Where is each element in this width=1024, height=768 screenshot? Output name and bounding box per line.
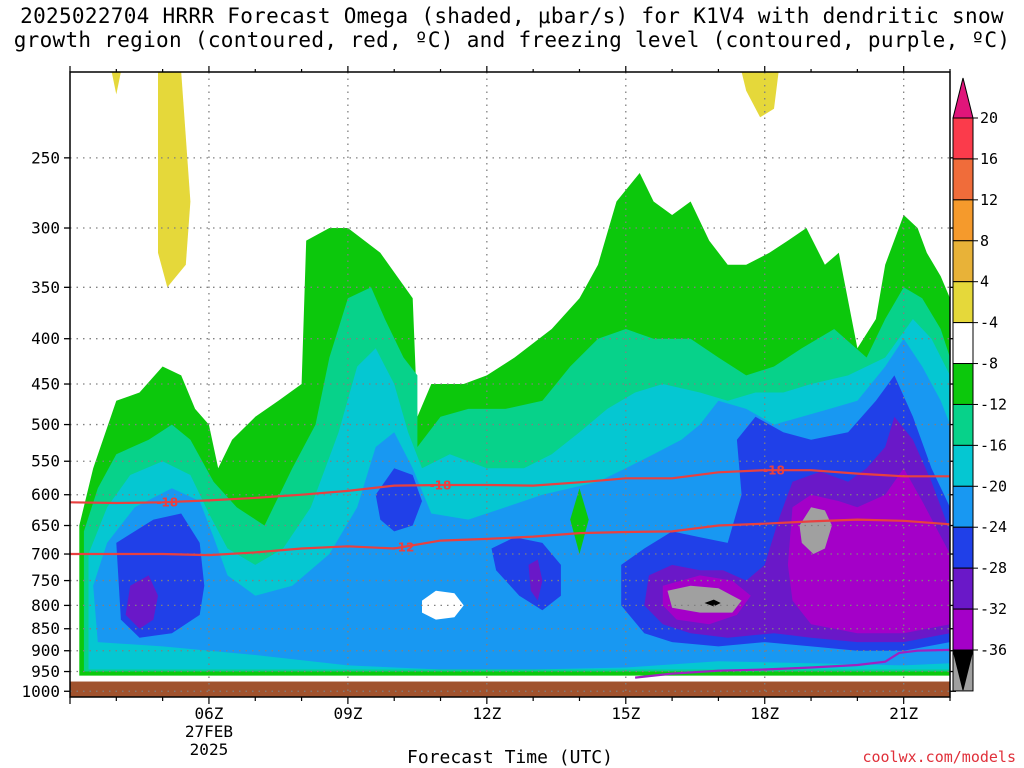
y-tick-label: 650 [31,516,60,535]
y-tick-label: 300 [31,219,60,238]
colorbar-under-arrow [952,649,974,691]
y-tick-label: 950 [31,662,60,681]
colorbar-label: -4 [980,314,998,332]
omega-region [741,72,779,118]
omega-region [799,507,832,554]
omega-region [667,585,742,613]
chart-title: 2025022704 HRRR Forecast Omega (shaded, … [0,4,1024,52]
freezing-level-line [634,648,950,679]
y-tick-label: 700 [31,545,60,564]
x-date-label: 2025 [190,740,229,759]
y-tick-label: 750 [31,571,60,590]
y-tick-label: 1000 [21,682,60,701]
colorbar-label: 16 [980,150,998,168]
colorbar-swatch [952,567,974,610]
credit-text: coolwx.com/models [862,748,1016,766]
x-tick-label: 21Z [889,704,918,723]
colorbar-label: 12 [980,191,998,209]
colorbar-label: -28 [980,559,1007,577]
colorbar-label: 20 [980,109,998,127]
colorbar-swatch [952,240,974,283]
colorbar-swatch [952,485,974,528]
colorbar: 20 16 12 8 4 -4 -8 -12 -16 -20 -24 -28 -32 -36 [952,77,1007,692]
colorbar-label: 4 [980,273,989,291]
colorbar-swatch [952,158,974,201]
title-line-1: 2025022704 HRRR Forecast Omega (shaded, … [20,4,1004,28]
temperature-contour [70,469,950,505]
contour-label: -18 [430,478,452,492]
y-tick-label: 250 [31,148,60,167]
y-tick-label: 500 [31,415,60,434]
x-tick-label: 12Z [472,704,501,723]
colorbar-swatch [952,363,974,405]
colorbar-swatch [952,322,974,365]
y-tick-label: 600 [31,485,60,504]
colorbar-swatch [952,281,974,324]
colorbar-label: -16 [980,436,1007,454]
omega-region [375,468,422,532]
x-tick-label: 06Z [194,704,223,723]
colorbar-label: -36 [980,641,1007,659]
colorbar-swatch [952,403,974,446]
colorbar-swatch [952,199,974,242]
colorbar-label: -12 [980,395,1007,413]
contour-label: -18 [156,496,178,510]
y-tick-label: 550 [31,452,60,471]
x-tick-label: 09Z [333,704,362,723]
temperature-contour [70,518,950,557]
colorbar-label: -24 [980,518,1007,536]
omega-region [422,590,464,620]
colorbar-label: -20 [980,477,1007,495]
omega-region [158,72,191,288]
title-line-2: growth region (contoured, red, ºC) and f… [13,28,1011,52]
grid-lines [70,72,950,697]
x-date-label: 27FEB [185,722,233,741]
colorbar-over-arrow [952,77,974,119]
x-tick-label: 18Z [750,704,779,723]
colorbar-label: -8 [980,355,998,373]
surface-fill [70,681,950,697]
omega-region [570,488,589,554]
omega-region [528,559,543,601]
x-axis-label: Forecast Time (UTC) [407,747,613,768]
y-tick-label: 900 [31,641,60,660]
y-tick-label: 850 [31,619,60,638]
colorbar-swatch [952,526,974,569]
y-axis: 250 300 350 400 450 500 550 600 650 700 750 800 850 9… [21,148,956,701]
colorbar-label: 8 [980,232,989,250]
omega-region [111,72,121,95]
y-tick-label: 400 [31,329,60,348]
colorbar-label: -32 [980,600,1007,618]
surface-terrain [70,681,950,697]
colorbar-swatch [952,444,974,487]
y-tick-label: 800 [31,596,60,615]
contour-label: -12 [393,540,415,554]
omega-region [787,468,950,634]
colorbar-swatch [952,608,974,651]
omega-region [491,537,561,611]
y-tick-label: 350 [31,278,60,297]
x-tick-label: 15Z [611,704,640,723]
y-tick-label: 450 [31,375,60,394]
contour-label: -18 [763,464,785,478]
omega-region [704,599,721,607]
colorbar-swatch [952,117,974,160]
omega-region [125,575,158,629]
contour-lines: -18 -18 -18 -12 [70,464,950,679]
